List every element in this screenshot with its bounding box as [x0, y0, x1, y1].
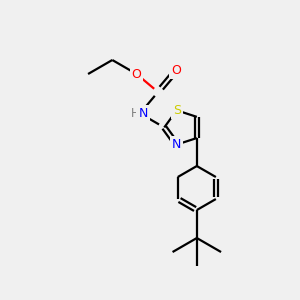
- Text: O: O: [132, 68, 142, 80]
- Text: S: S: [173, 104, 181, 117]
- Text: N: N: [172, 138, 182, 151]
- Text: N: N: [138, 107, 148, 120]
- Text: H: H: [130, 107, 140, 120]
- Text: O: O: [171, 64, 181, 77]
